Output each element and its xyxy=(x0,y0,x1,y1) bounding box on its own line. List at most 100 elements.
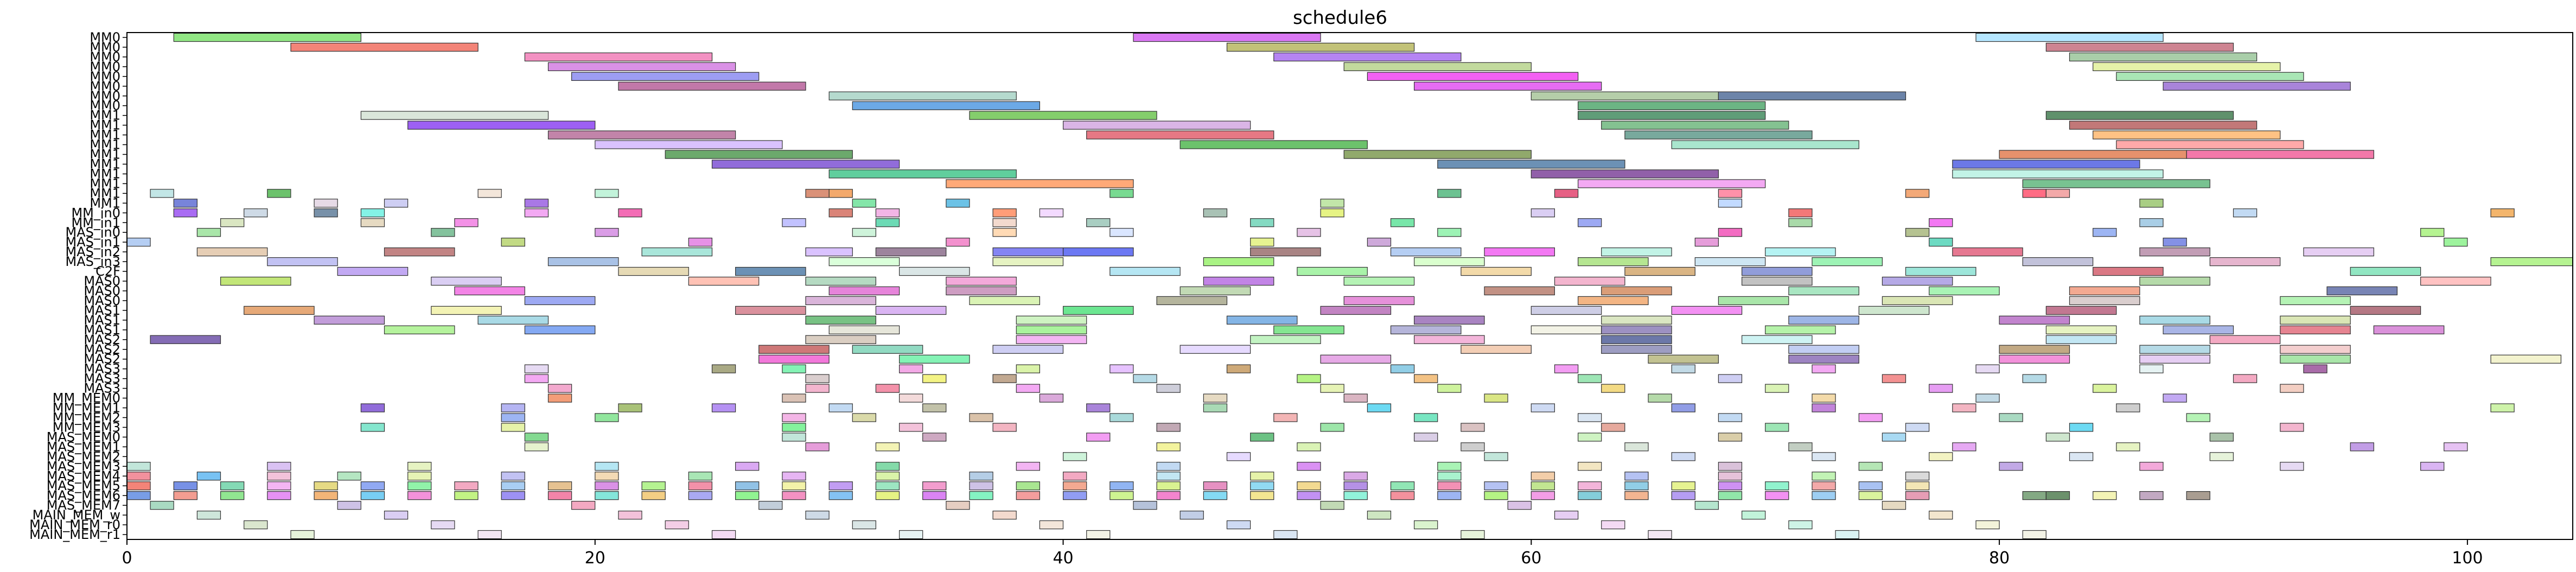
y-tick-label: MAS_MEM4 xyxy=(47,468,120,484)
task-bar xyxy=(595,472,619,481)
task-bar xyxy=(1086,130,1274,139)
task-bar xyxy=(1905,423,1930,432)
y-tick-label: MAS_in2 xyxy=(65,244,120,259)
task-bar xyxy=(173,33,361,42)
task-bar xyxy=(992,228,1017,237)
task-bar xyxy=(1250,491,1274,500)
task-bar xyxy=(314,208,338,218)
task-bar xyxy=(1952,403,1976,412)
task-bar xyxy=(1179,286,1251,296)
task-bar xyxy=(1952,160,2140,169)
task-bar xyxy=(1226,452,1251,461)
task-bar xyxy=(1554,364,1579,373)
task-bar xyxy=(1297,481,1321,491)
task-bar xyxy=(711,530,736,539)
task-bar xyxy=(2093,62,2281,72)
task-bar xyxy=(1788,520,1813,530)
task-bar xyxy=(1203,491,1228,500)
task-bar xyxy=(922,481,947,491)
task-bar xyxy=(1624,491,1649,500)
task-bar xyxy=(1531,491,1555,500)
task-bar xyxy=(360,218,385,227)
task-bar xyxy=(337,472,361,481)
task-bar xyxy=(1812,452,1836,461)
task-bar xyxy=(1086,433,1111,442)
task-bar xyxy=(1461,345,1532,354)
task-bar xyxy=(1765,384,1789,393)
task-bar xyxy=(1390,247,1462,257)
task-bar xyxy=(1718,199,1743,208)
task-bar xyxy=(1437,228,1462,237)
task-bar xyxy=(1250,238,1274,247)
task-bar xyxy=(665,520,689,530)
task-bar xyxy=(1390,491,1415,500)
task-bar xyxy=(126,491,151,500)
task-bar xyxy=(1297,462,1321,471)
task-bar xyxy=(805,247,853,257)
task-bar xyxy=(735,266,806,276)
y-tick-label: MAS_MEM7 xyxy=(47,498,120,513)
task-bar xyxy=(1624,481,1649,491)
task-bar xyxy=(595,413,619,422)
task-bar xyxy=(805,510,830,520)
task-bar xyxy=(2045,42,2234,52)
task-bar xyxy=(922,433,947,442)
task-bar xyxy=(2163,325,2234,334)
task-bar xyxy=(1742,266,1813,276)
task-bar xyxy=(665,150,853,159)
task-bar xyxy=(407,462,432,471)
task-bar xyxy=(431,276,502,286)
task-bar xyxy=(2163,81,2351,91)
y-tick-label: MM_MEM0 xyxy=(53,391,120,406)
task-bar xyxy=(1648,393,1672,403)
task-bar xyxy=(407,481,432,491)
task-bar xyxy=(431,306,502,315)
task-bar xyxy=(1812,393,1836,403)
task-bar xyxy=(196,472,221,481)
task-bar xyxy=(828,257,900,266)
task-bar xyxy=(1461,423,1485,432)
y-tick-label: MM1 xyxy=(90,195,120,211)
task-bar xyxy=(547,481,572,491)
task-bar xyxy=(1718,374,1743,383)
task-bar xyxy=(1203,208,1228,218)
task-bar xyxy=(1718,296,1789,306)
task-bar xyxy=(875,462,900,471)
task-bar xyxy=(1671,306,1743,315)
y-tick-label: MM0 xyxy=(90,30,120,45)
task-bar xyxy=(454,218,479,227)
task-bar xyxy=(805,384,830,393)
task-bar xyxy=(1343,472,1368,481)
y-tick-label: MAS0 xyxy=(84,283,120,298)
task-bar xyxy=(196,510,221,520)
task-bar xyxy=(2209,433,2234,442)
task-bar xyxy=(641,481,666,491)
task-bar xyxy=(1039,520,1064,530)
task-bar xyxy=(1179,510,1204,520)
task-bar xyxy=(1905,228,1930,237)
task-bar xyxy=(150,335,221,344)
task-bar xyxy=(1975,520,2000,530)
task-bar xyxy=(922,374,947,383)
task-bar xyxy=(828,91,1017,100)
task-bar xyxy=(828,325,900,334)
task-bar xyxy=(992,510,1017,520)
task-bar xyxy=(1320,208,1344,218)
task-bar xyxy=(524,325,596,334)
task-bar xyxy=(1531,403,1555,412)
task-bar xyxy=(969,413,993,422)
task-bar xyxy=(969,491,993,500)
task-bar xyxy=(1437,189,1462,198)
task-bar xyxy=(173,491,197,500)
task-bar xyxy=(1461,442,1485,452)
task-bar xyxy=(969,481,993,491)
task-bar xyxy=(2045,325,2117,334)
task-bar xyxy=(1226,42,1415,52)
task-bar xyxy=(2233,374,2258,383)
task-bar xyxy=(1578,433,1602,442)
task-bar xyxy=(126,481,151,491)
task-bar xyxy=(196,247,268,257)
task-bar xyxy=(875,306,947,315)
task-bar xyxy=(1858,306,1930,315)
task-bar xyxy=(1905,491,1930,500)
